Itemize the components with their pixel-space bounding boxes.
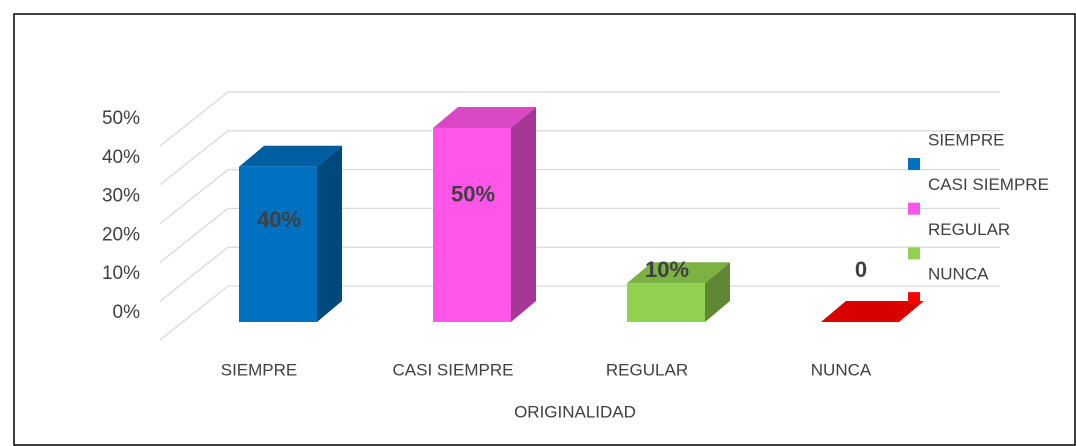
data-label: 50%: [451, 182, 495, 207]
x-tick-label: SIEMPRE: [221, 360, 298, 379]
grid-line: [159, 169, 229, 225]
x-tick-label: CASI SIEMPRE: [393, 360, 514, 379]
bar: [239, 166, 317, 322]
chart-border: [13, 13, 1076, 446]
x-axis-title: ORIGINALIDAD: [514, 402, 636, 421]
y-tick-label: 30%: [102, 186, 140, 207]
bar-top: [239, 145, 342, 167]
legend-label: REGULAR: [928, 220, 1010, 239]
bar-top: [627, 262, 730, 284]
grid-line: [159, 285, 229, 341]
grid-line: [159, 91, 229, 147]
bar-side: [705, 262, 730, 322]
y-tick-label: 50%: [102, 108, 140, 129]
data-label: 40%: [257, 207, 301, 232]
y-tick-label: 10%: [102, 263, 140, 284]
x-tick-label: REGULAR: [606, 360, 688, 379]
x-tick-label: NUNCA: [811, 360, 872, 379]
bar: [627, 283, 705, 322]
data-label: 10%: [645, 257, 689, 282]
y-tick-label: 40%: [102, 147, 140, 168]
legend-swatch: [908, 292, 920, 305]
legend-label: CASI SIEMPRE: [928, 175, 1049, 194]
bar-top: [433, 107, 536, 128]
grid-line: [159, 207, 229, 263]
grid-line: [159, 130, 229, 186]
legend-label: NUNCA: [928, 265, 989, 284]
bar-side: [511, 107, 536, 322]
y-tick-label: 0%: [113, 302, 141, 323]
bar: [433, 128, 511, 322]
legend-swatch: [908, 202, 920, 215]
bar-top: [821, 301, 924, 322]
legend-swatch: [908, 158, 920, 170]
data-label: 0: [855, 257, 867, 282]
bar-side: [317, 145, 342, 322]
legend-label: SIEMPRE: [928, 130, 1005, 149]
legend-swatch: [908, 247, 920, 260]
grid-line: [159, 246, 229, 302]
y-tick-label: 20%: [102, 224, 140, 245]
